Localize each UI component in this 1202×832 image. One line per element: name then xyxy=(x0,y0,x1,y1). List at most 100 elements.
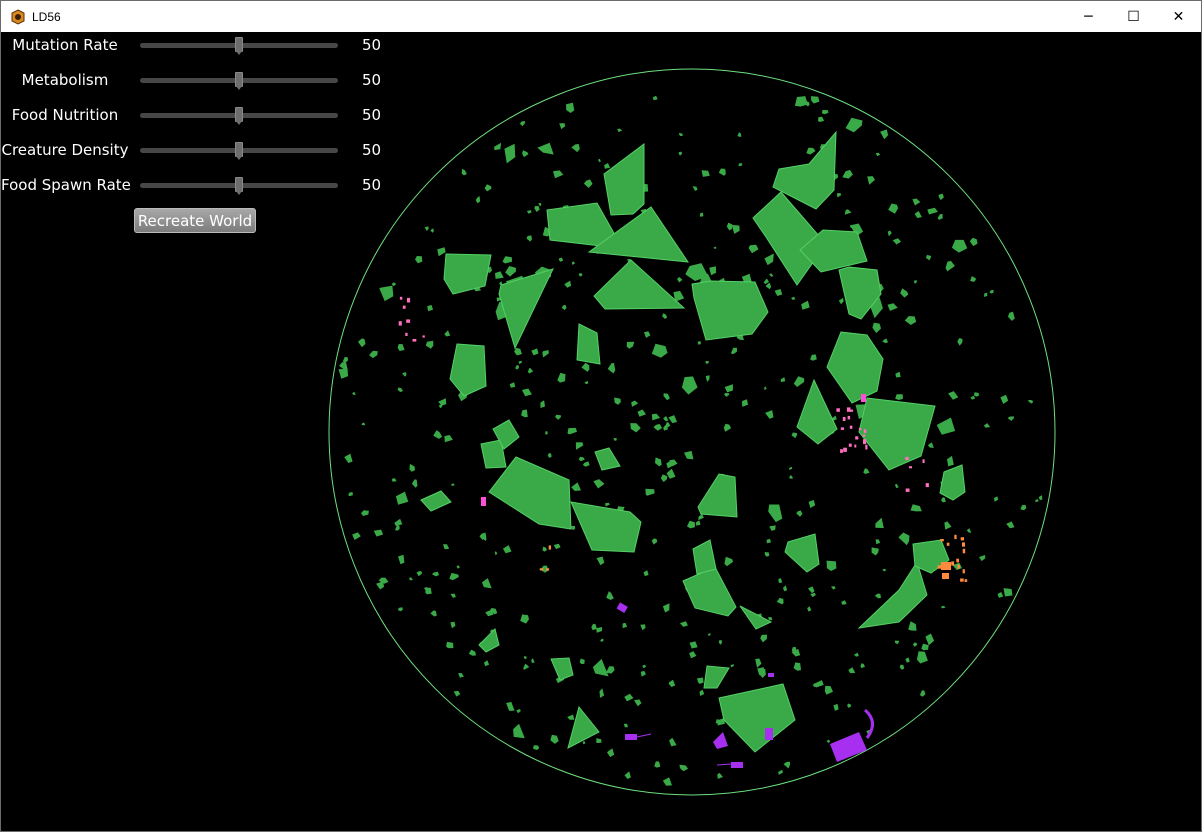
food-cluster xyxy=(784,533,820,573)
world-canvas[interactable] xyxy=(1,32,1201,832)
food-particle xyxy=(818,116,825,122)
mutation-rate-slider[interactable] xyxy=(140,37,338,55)
food-particle xyxy=(444,435,453,443)
food-cluster xyxy=(498,268,554,350)
setting-row-mutation-rate: Mutation Rate 50 xyxy=(1,32,391,67)
food-nutrition-slider[interactable] xyxy=(140,107,338,125)
food-cluster xyxy=(939,464,966,501)
slider-thumb[interactable] xyxy=(235,37,243,55)
food-particle xyxy=(826,739,830,744)
food-particle xyxy=(808,586,815,594)
food-particle xyxy=(912,642,918,647)
food-particle xyxy=(778,769,783,775)
food-particle xyxy=(640,670,646,677)
world-boundary xyxy=(328,68,1056,796)
food-particle xyxy=(502,545,512,554)
food-particle xyxy=(433,430,443,439)
game-viewport[interactable]: Mutation Rate 50 Metabolism 50 Food Nutr… xyxy=(1,32,1201,832)
recreate-world-button[interactable]: Recreate World xyxy=(134,208,256,233)
food-particle xyxy=(515,365,519,370)
food-particle xyxy=(789,466,793,470)
food-particle xyxy=(631,400,639,407)
close-button[interactable]: ✕ xyxy=(1172,8,1185,25)
food-particle xyxy=(599,688,605,698)
food-particle xyxy=(395,525,400,531)
food-particle xyxy=(623,723,628,728)
creature xyxy=(850,409,854,412)
creature xyxy=(481,497,486,506)
creature xyxy=(863,439,867,445)
food-particle xyxy=(571,525,576,531)
food-cluster xyxy=(796,378,838,445)
slider-thumb[interactable] xyxy=(235,107,243,125)
food-particle xyxy=(895,371,901,378)
food-particle xyxy=(707,633,711,636)
food-particle xyxy=(411,479,418,488)
food-particle xyxy=(566,102,575,113)
food-particle xyxy=(941,605,946,609)
food-particle xyxy=(715,719,722,724)
food-particle xyxy=(692,186,698,191)
food-particle xyxy=(558,257,564,262)
food-cluster xyxy=(594,447,621,471)
food-particle xyxy=(361,510,369,516)
food-particle xyxy=(709,266,717,276)
food-particle xyxy=(1007,416,1015,421)
food-particle xyxy=(592,658,609,677)
food-particle xyxy=(944,521,952,530)
food-particle xyxy=(555,414,561,420)
food-particle xyxy=(887,230,892,237)
food-particle xyxy=(607,362,616,374)
food-particle xyxy=(634,699,642,707)
food-particle xyxy=(519,121,525,127)
creature xyxy=(616,602,628,613)
food-particle xyxy=(844,209,852,215)
food-particle xyxy=(916,651,928,664)
creature xyxy=(863,429,867,433)
food-particle xyxy=(521,409,528,418)
food-spawn-rate-slider[interactable] xyxy=(140,177,338,195)
food-particle xyxy=(853,652,859,657)
maximize-button[interactable]: ☐ xyxy=(1127,8,1140,25)
food-particle xyxy=(755,658,762,668)
food-particle xyxy=(662,603,670,613)
food-particle xyxy=(540,400,545,408)
food-particle xyxy=(571,482,581,491)
food-particle xyxy=(605,502,610,507)
minimize-button[interactable]: ─ xyxy=(1084,8,1093,25)
food-particle xyxy=(438,398,447,406)
slider-thumb[interactable] xyxy=(235,177,243,195)
food-particle xyxy=(640,624,646,631)
food-particle xyxy=(668,679,676,687)
creature xyxy=(951,561,955,566)
setting-label: Metabolism xyxy=(21,71,109,89)
food-particle xyxy=(811,96,820,104)
creature xyxy=(905,456,909,461)
food-particle xyxy=(913,280,917,284)
creature xyxy=(942,573,949,579)
food-particle xyxy=(791,432,798,439)
food-particle xyxy=(850,223,864,237)
food-particle xyxy=(723,423,732,432)
creature xyxy=(399,296,403,300)
food-particle xyxy=(450,621,456,629)
metabolism-slider[interactable] xyxy=(140,72,338,90)
creature-density-slider[interactable] xyxy=(140,142,338,160)
food-particle xyxy=(833,703,839,711)
food-particle xyxy=(662,313,668,319)
creature xyxy=(863,708,874,739)
slider-thumb[interactable] xyxy=(235,142,243,160)
setting-label: Food Nutrition xyxy=(11,106,119,124)
food-particle xyxy=(604,163,611,169)
food-particle xyxy=(489,608,498,615)
food-particle xyxy=(444,330,451,337)
food-particle xyxy=(867,176,875,185)
title-bar[interactable]: LD56 ─ ☐ ✕ xyxy=(1,1,1201,32)
food-particle xyxy=(888,203,899,214)
food-particle xyxy=(475,196,481,204)
food-particle xyxy=(732,225,740,234)
food-particle xyxy=(391,282,396,287)
slider-thumb[interactable] xyxy=(235,72,243,90)
food-particle xyxy=(514,347,522,356)
food-particle xyxy=(860,663,865,669)
